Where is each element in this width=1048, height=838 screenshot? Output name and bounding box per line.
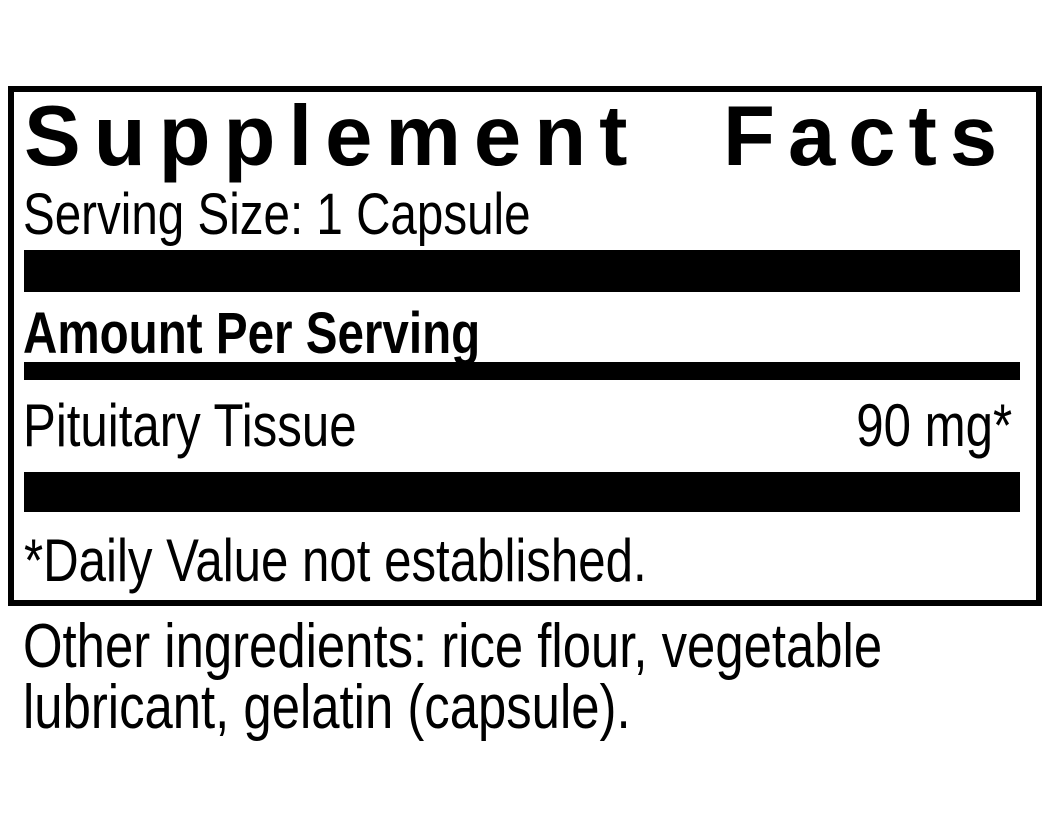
divider-thick-top xyxy=(24,250,1020,292)
divider-thin xyxy=(24,362,1020,380)
serving-size-label: Serving Size: 1 Capsule xyxy=(23,182,531,247)
supplement-facts-panel: Supplement Facts Serving Size: 1 Capsule… xyxy=(8,86,1042,606)
ingredient-row: Pituitary Tissue 90 mg* xyxy=(23,396,1012,456)
daily-value-footnote-text: *Daily Value not established. xyxy=(24,527,647,594)
amount-per-serving-heading: Amount Per Serving xyxy=(23,300,581,367)
other-ingredients-text: Other ingredients: rice flour, vegetable… xyxy=(23,612,883,742)
amount-per-serving-label: Amount Per Serving xyxy=(23,301,481,366)
ingredient-amount: 90 mg* xyxy=(856,392,1012,459)
daily-value-footnote: *Daily Value not established. xyxy=(24,526,783,595)
serving-size: Serving Size: 1 Capsule xyxy=(23,181,642,248)
ingredient-name: Pituitary Tissue xyxy=(23,392,357,459)
panel-title: Supplement Facts xyxy=(24,89,1011,184)
divider-thick-bottom xyxy=(24,472,1020,512)
